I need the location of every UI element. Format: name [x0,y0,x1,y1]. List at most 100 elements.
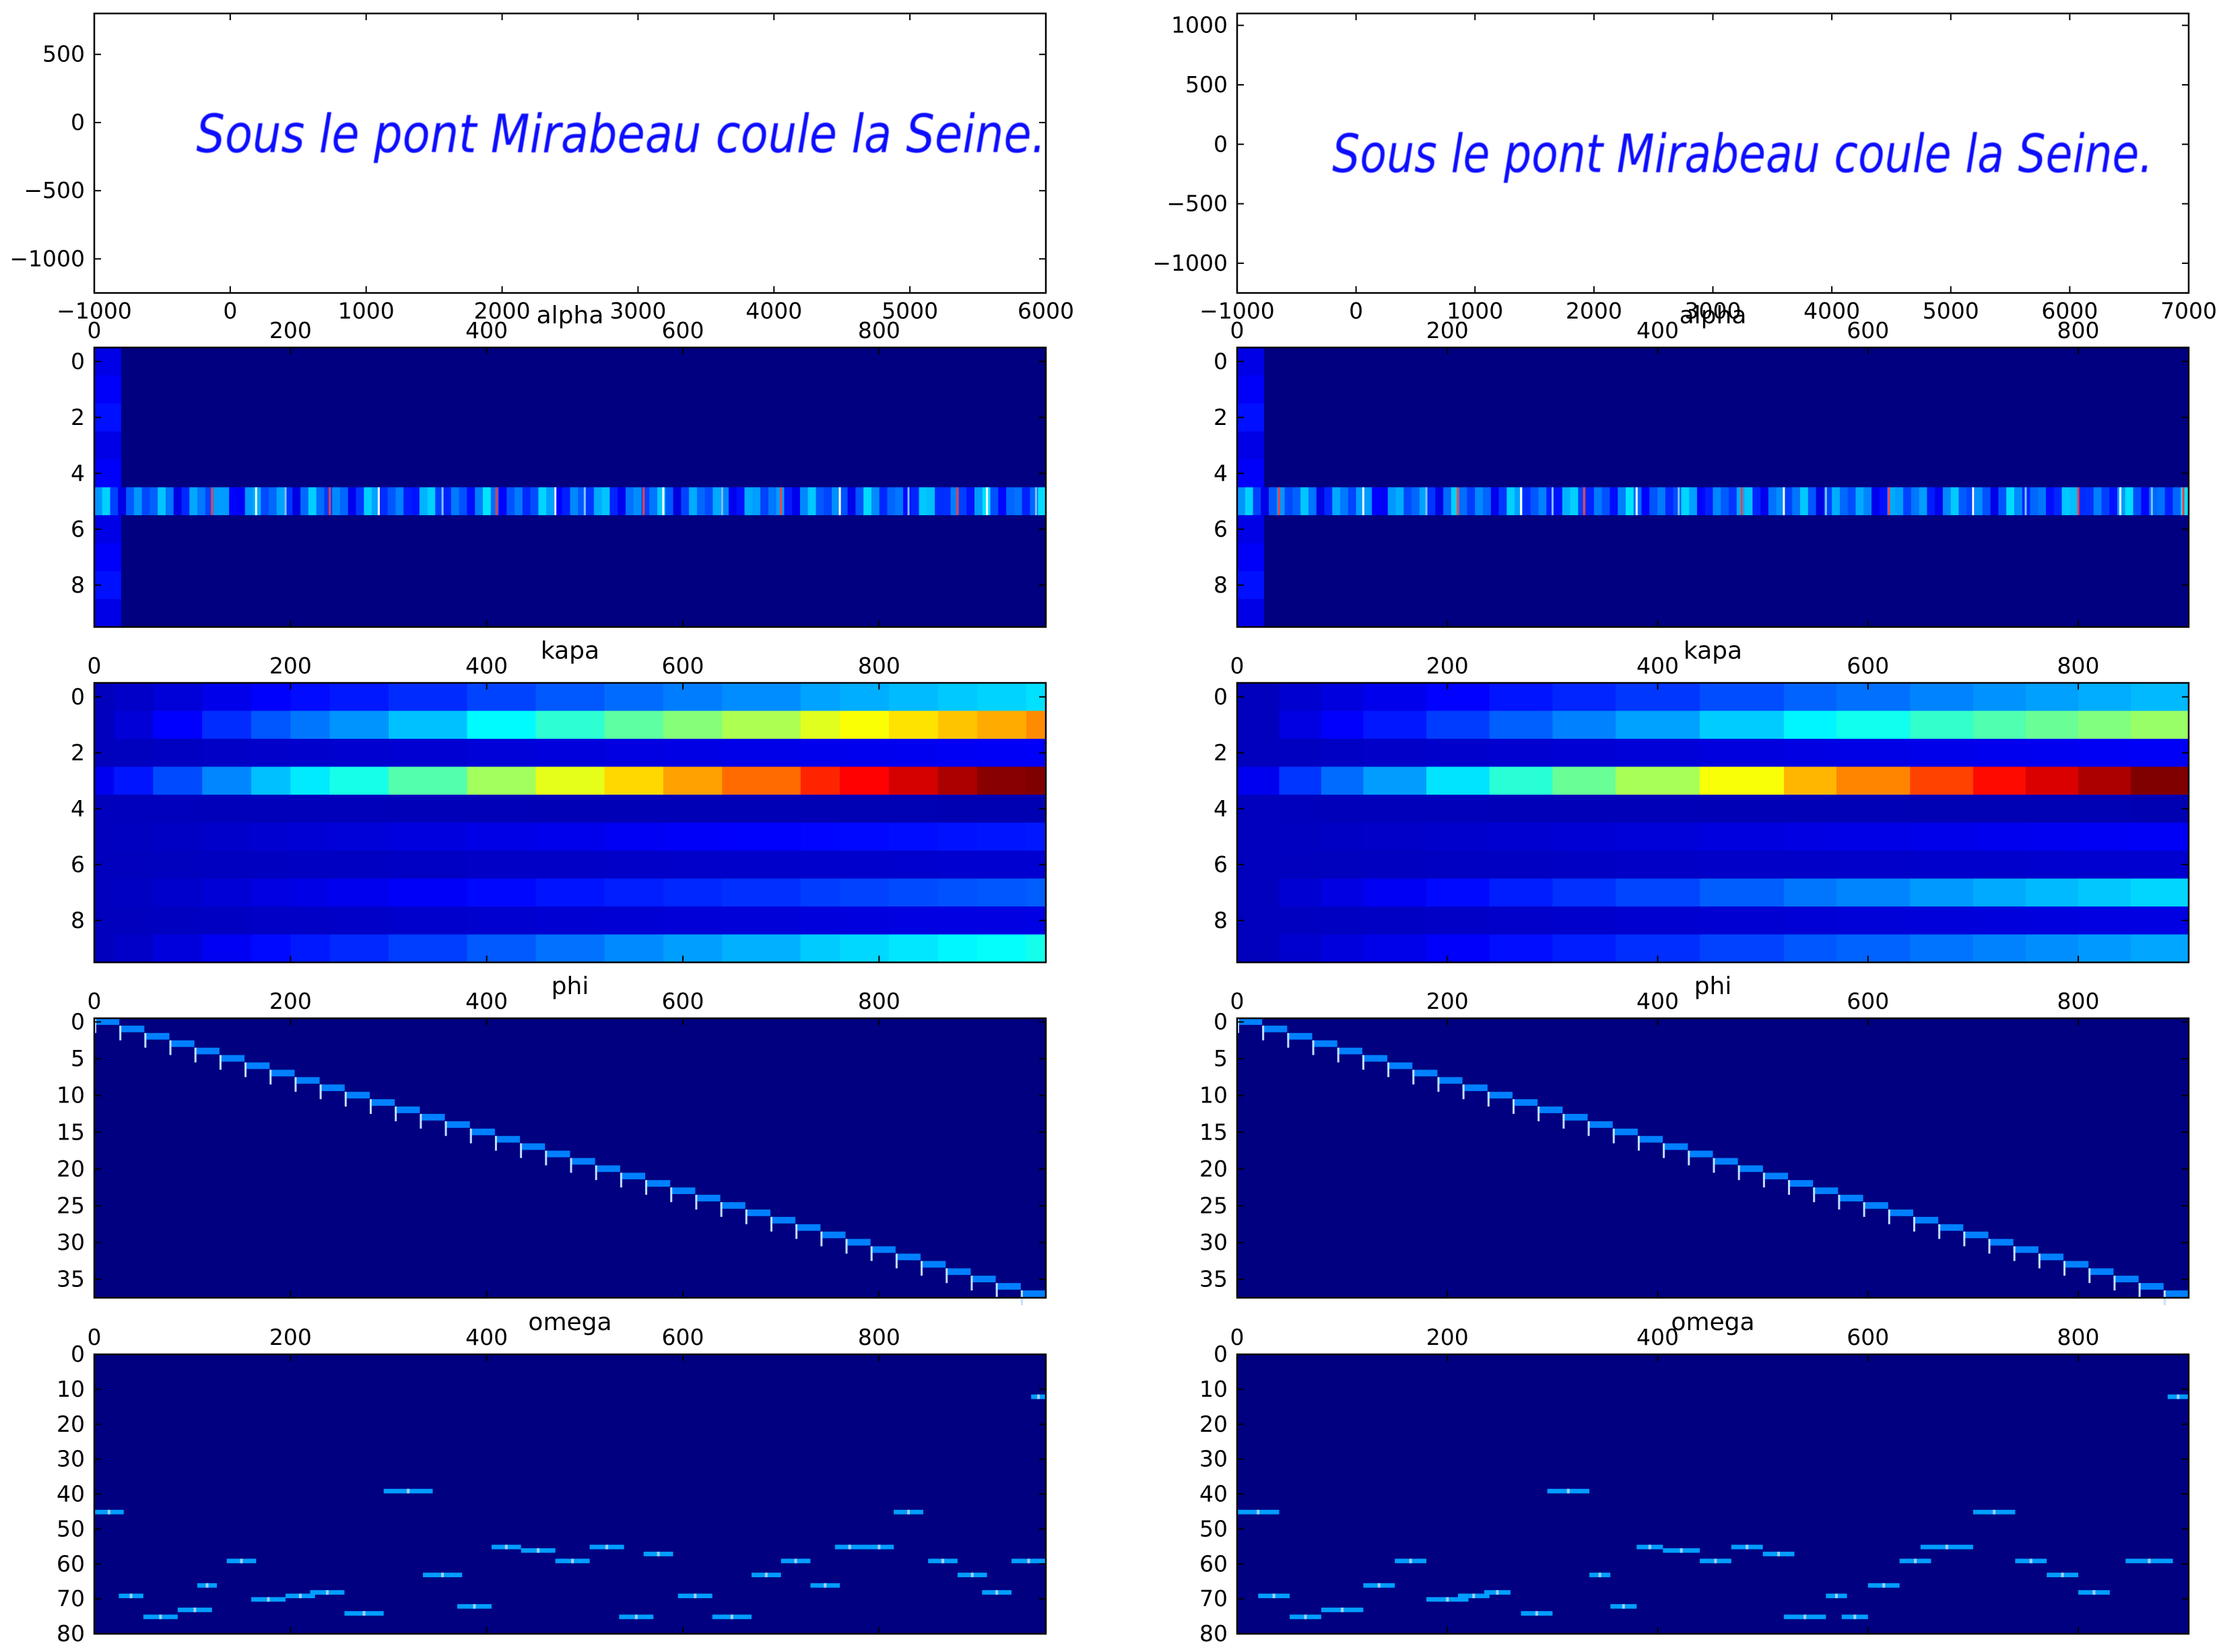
alpha-cell [2069,487,2079,515]
kapa-cell [2025,711,2080,739]
kapa-cell [663,766,723,795]
x-tick-label: 0 [88,653,102,679]
phi-step-edge [946,1268,948,1284]
kapa-cell [1237,739,1280,767]
phi-step [1487,1092,1513,1099]
alpha-cell [1593,487,1603,515]
kapa-cell [1616,739,1700,767]
y-tick-label: 35 [1199,1266,1228,1292]
x-tick-label: 4000 [745,298,802,324]
alpha-cell [1022,487,1031,515]
phi-step-edge [1362,1055,1364,1070]
phi-step-edge [1337,1047,1339,1063]
x-tick-label: 4000 [1803,298,1860,324]
alpha-cell [562,487,571,515]
alpha-cell [1975,487,1983,515]
kapa-cell [888,711,939,739]
alpha-cell [1919,487,1928,515]
kapa-cell [2131,851,2189,879]
kapa-cell [1279,683,1322,711]
omega-segment-peak [605,1544,609,1550]
y-tick-label: 0 [1214,131,1228,157]
kapa-cell [604,878,664,906]
alpha-cell [1570,487,1579,515]
phi-step [570,1158,595,1165]
y-tick-label: 80 [57,1620,85,1647]
kapa-cell [840,739,890,767]
y-tick-label: 4 [71,460,85,486]
heatmap-frame [93,1353,1047,1635]
alpha-cell [2030,487,2039,515]
kapa-cell [1279,934,1322,962]
kapa-cell [1426,934,1490,962]
kapa-cell [663,851,723,879]
x-tick-label: 400 [465,653,508,679]
kapa-cell [977,906,1027,935]
alpha-cell [1792,487,1801,515]
kapa-cell [663,822,723,851]
phi-step-edge [970,1276,973,1291]
kapa-cell [2078,906,2132,935]
alpha-spike [838,487,841,515]
omega-segment-peak [441,1573,444,1577]
chart-title: alpha [1680,302,1747,329]
kapa-cell [1699,739,1785,767]
y-tick-label: 2 [71,404,85,430]
phi-step [895,1253,921,1261]
kapa-cell [1363,739,1428,767]
kapa-cell [663,711,723,739]
alpha-cell [1776,487,1785,515]
phi-step [269,1069,295,1077]
alpha-cell [1292,487,1302,515]
kapa-cell [722,851,801,879]
phi-step [1387,1062,1413,1069]
kapa-cell [290,795,331,823]
alpha-cell [1554,487,1563,515]
alpha-cell [1610,487,1619,515]
alpha-cell [387,487,397,515]
kapa-cell [1616,795,1700,823]
kapa-cell [1973,711,2026,739]
y-tick-label: −1000 [1152,250,1228,276]
kapa-cell [1783,822,1837,851]
phi-step [921,1261,946,1268]
alpha-cell [1237,431,1264,459]
kapa-cell [1836,683,1911,711]
kapa-cell [1489,851,1554,879]
kapa-cell [663,739,723,767]
alpha-cell [1006,487,1015,515]
kapa-cell [153,851,203,879]
omega-segment-peak [657,1552,660,1556]
y-tick-label: 70 [1199,1585,1228,1612]
omega-segment-peak [634,1614,638,1620]
kapa-cell [251,906,292,935]
alpha-cell [498,487,508,515]
x-tick-label: 800 [858,988,900,1014]
alpha-spike [2024,487,2027,515]
alpha-cell [618,487,626,515]
alpha-cell [1412,487,1420,515]
omega-segment-peak [1446,1597,1449,1602]
phi-step [1287,1032,1313,1040]
y-tick-label: 15 [57,1119,85,1145]
alpha-cell [1427,487,1436,515]
alpha-cell [792,487,801,515]
phi-step [1337,1047,1362,1055]
phi-step [2088,1268,2114,1276]
kapa-cell [1973,683,2026,711]
omega-segment-peak [1993,1509,1996,1515]
kapa-cell [800,683,841,711]
omega-segment-peak [2029,1558,2032,1564]
alpha-cell [459,487,468,515]
kapa-cell [1836,878,1911,906]
kapa-cell [1973,906,2026,935]
kapa-cell [329,851,390,879]
kapa-cell [1910,822,1974,851]
kapa-cell [1279,822,1322,851]
alpha-cell [1673,487,1682,515]
kapa-cell [1237,851,1280,879]
alpha-cell [816,487,825,515]
alpha-cell [863,487,872,515]
kapa-cell [389,878,468,906]
